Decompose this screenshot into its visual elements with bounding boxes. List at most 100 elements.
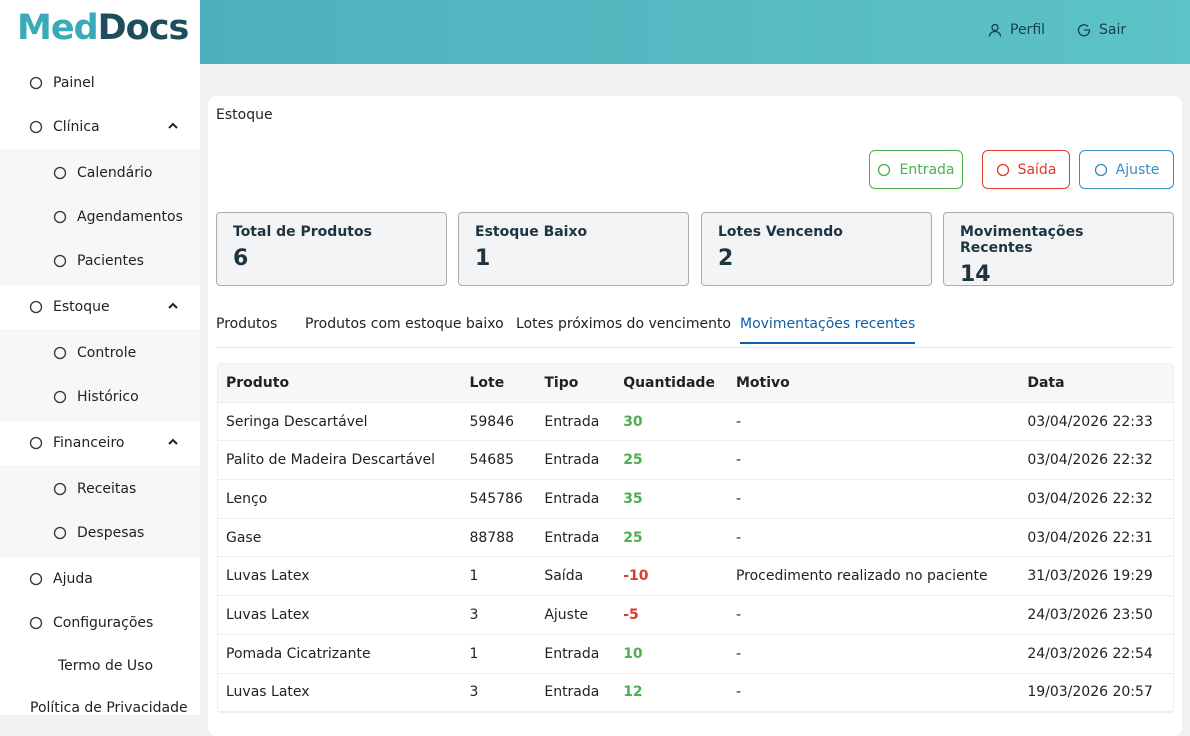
icon [29, 120, 43, 134]
table-cell: 31/03/2026 19:29 [1027, 568, 1153, 585]
stat-label: Movimentações Recentes [960, 224, 1084, 256]
table-cell: - [735, 452, 742, 469]
action-button[interactable]: Entrada [869, 150, 963, 189]
table-cell: 3 [469, 684, 479, 701]
top-bar: Perfil Sair [200, 0, 1190, 64]
nav-label: Agendamentos [77, 209, 183, 225]
action-button[interactable]: Ajuste [1079, 150, 1174, 189]
table-cell: - [735, 645, 742, 662]
nav-label: Controle [77, 345, 137, 361]
nav-label: Financeiro [53, 435, 125, 451]
tabs: Produtos Produtos com estoque baixo Lotes … [216, 306, 1174, 348]
table-cell: Palito de Madeira Descartável [226, 452, 436, 469]
tab[interactable]: Lotes próximos do vencimento [516, 316, 731, 332]
table-cell: 24/03/2026 23:50 [1027, 606, 1153, 623]
stat-card: Estoque Baixo 1 [458, 212, 689, 286]
table-cell: 1 [469, 568, 479, 585]
logout-button[interactable]: Sair [1077, 22, 1126, 38]
table-cell: 545786 [469, 490, 523, 507]
table-cell: 25 [623, 452, 643, 469]
nav-label: Clínica [53, 119, 100, 135]
table-row: Seringa Descartável 59846 Entrada 30 - 03/04/… [218, 403, 1173, 442]
nav-item[interactable]: Ajuda [0, 557, 200, 601]
table-cell: - [735, 606, 742, 623]
table-cell: 25 [623, 529, 643, 546]
logo-part: Med [17, 8, 99, 48]
stat-value: 14 [960, 262, 991, 287]
table-row: Lenço 545786 Entrada 35 - 03/04/2026 22:32 [218, 480, 1173, 519]
table-cell: 1 [469, 645, 479, 662]
footer-link[interactable]: Termo de Uso [58, 658, 154, 674]
stat-value: 6 [233, 246, 249, 271]
table-row: Pomada Cicatrizante 1 Entrada 10 - 24/03/2026… [218, 635, 1173, 674]
column-header: Quantidade [623, 374, 715, 391]
table-cell: Ajuste [544, 606, 589, 623]
table-cell: Luvas Latex [226, 568, 310, 585]
icon [53, 346, 67, 360]
table-cell: - [735, 684, 742, 701]
icon [29, 572, 43, 586]
table-row: Luvas Latex 3 Entrada 12 - 19/03/2026 20:57 [218, 674, 1173, 713]
table-cell: Lenço [226, 490, 268, 507]
nav-item[interactable]: Estoque [0, 285, 200, 329]
content-card: Estoque Produtos Produtos com estoque bai… [208, 96, 1182, 736]
table-cell: 35 [623, 490, 643, 507]
icon [29, 300, 43, 314]
nav: Painel Clínica Calendário Agendamentos Pacie… [0, 61, 200, 715]
table: Produto Lote Tipo Quantidade Motivo Data Serin… [217, 363, 1174, 714]
table-cell: 3 [469, 606, 479, 623]
icon [53, 254, 67, 268]
icon [1077, 24, 1091, 37]
nav-subitem[interactable]: Histórico [0, 375, 200, 419]
nav-subitem[interactable]: Calendário [0, 151, 200, 195]
table-cell: Entrada [544, 413, 600, 430]
nav-subitem[interactable]: Pacientes [0, 239, 200, 283]
column-header: Data [1027, 374, 1065, 391]
profile-button[interactable]: Perfil [988, 22, 1045, 38]
footer-link[interactable]: Política de Privacidade [30, 700, 188, 715]
nav-subitem[interactable]: Receitas [0, 467, 200, 511]
nav-subitem[interactable]: Controle [0, 331, 200, 375]
table-cell: 54685 [469, 452, 515, 469]
nav-label: Estoque [53, 299, 110, 315]
stat-label: Lotes Vencendo [718, 224, 843, 240]
nav-label: Despesas [77, 525, 145, 541]
logo[interactable]: MedDocs [17, 8, 189, 48]
table-cell: Seringa Descartável [226, 413, 368, 430]
icon [996, 163, 1009, 176]
nav-item[interactable]: Financeiro [0, 421, 200, 465]
nav-item[interactable]: Configurações [0, 601, 200, 645]
column-header: Tipo [544, 374, 579, 391]
nav-subitem[interactable]: Agendamentos [0, 195, 200, 239]
column-header: Motivo [735, 374, 790, 391]
nav-item[interactable]: Painel [0, 61, 200, 105]
stat-card: Total de Produtos 6 [216, 212, 447, 286]
icon [878, 163, 891, 176]
label: Ajuste [1115, 161, 1160, 178]
stat-value: 1 [475, 246, 491, 271]
table-cell: 88788 [469, 529, 515, 546]
tab[interactable]: Movimentações recentes [740, 316, 916, 344]
table-cell: 03/04/2026 22:32 [1027, 452, 1153, 469]
column-header: Lote [469, 374, 505, 391]
action-button[interactable]: Saída [982, 150, 1070, 189]
icon [53, 482, 67, 496]
table-cell: Luvas Latex [226, 606, 310, 623]
chevron [168, 119, 178, 135]
nav-label: Ajuda [53, 571, 93, 587]
table-cell: 24/03/2026 22:54 [1027, 645, 1153, 662]
tab[interactable]: Produtos [216, 316, 278, 332]
table-cell: 03/04/2026 22:31 [1027, 529, 1153, 546]
nav-item[interactable]: Clínica [0, 105, 200, 149]
table-cell: Pomada Cicatrizante [226, 645, 371, 662]
nav-subitem[interactable]: Despesas [0, 511, 200, 555]
table-row: Gase 88788 Entrada 25 - 03/04/2026 22:31 [218, 519, 1173, 558]
table-cell: 30 [623, 413, 643, 430]
icon [53, 526, 67, 540]
tab[interactable]: Produtos com estoque baixo [305, 316, 504, 332]
table-cell: Luvas Latex [226, 684, 310, 701]
nav-label: Histórico [77, 389, 139, 405]
icon [29, 76, 43, 90]
column-header: Produto [226, 374, 290, 391]
